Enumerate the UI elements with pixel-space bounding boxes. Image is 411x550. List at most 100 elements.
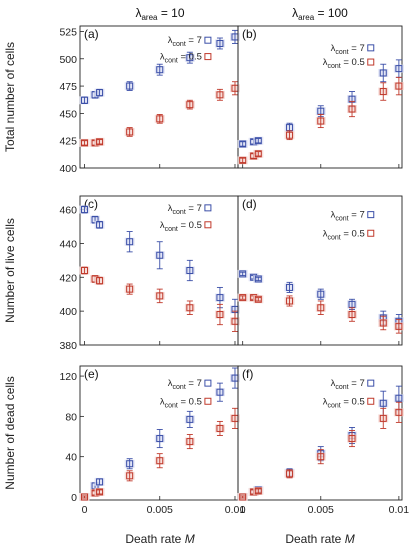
data-point — [315, 300, 326, 315]
y-tick-label: 420 — [59, 272, 77, 284]
marker-square — [156, 115, 164, 123]
marker-square — [96, 488, 104, 496]
panel-frame — [237, 365, 403, 501]
x-tick-label: 0.005 — [308, 504, 334, 516]
legend-marker — [204, 397, 212, 405]
marker-square — [317, 453, 325, 461]
legend-entry: λcont = 7 — [168, 203, 212, 216]
marker-square — [186, 304, 194, 312]
marker-square — [186, 415, 194, 423]
legend-label: λcont = 7 — [168, 203, 202, 216]
data-point — [184, 259, 195, 282]
marker-square — [379, 414, 387, 422]
legend-marker — [204, 36, 212, 44]
panel-e: (e) 0 40 80 120 0 0.005 0.01 Number of dead cell… — [3, 365, 245, 516]
data-point — [79, 492, 90, 501]
marker-square — [395, 65, 403, 73]
legend-label: λcont = 0.5 — [323, 228, 365, 241]
data-point — [253, 295, 264, 304]
marker-square — [239, 140, 247, 148]
marker-square — [379, 69, 387, 77]
marker-square — [186, 438, 194, 446]
data-point — [229, 81, 240, 96]
marker-square — [81, 267, 89, 274]
data-point — [124, 127, 135, 137]
marker-square — [348, 311, 356, 319]
marker-square — [379, 319, 387, 327]
data-point — [378, 63, 389, 83]
legend-marker — [204, 221, 212, 229]
marker-square — [286, 283, 294, 291]
data-point — [154, 241, 165, 270]
column-title-right: λarea = 100 — [292, 6, 348, 22]
y-tick-label: 400 — [59, 306, 77, 318]
marker-square — [96, 221, 104, 229]
data-point — [315, 114, 326, 129]
legend-entry: λcont = 0.5 — [160, 52, 212, 65]
marker-square — [239, 493, 247, 501]
data-point — [315, 288, 326, 300]
legend-marker — [367, 379, 375, 387]
marker-square — [395, 322, 403, 330]
data-point — [229, 310, 240, 332]
marker-square — [96, 277, 104, 285]
legend-marker — [367, 58, 375, 66]
data-point — [214, 303, 225, 326]
marker-square — [156, 435, 164, 443]
marker-square — [81, 206, 89, 214]
panel-label: (a) — [84, 27, 99, 41]
marker-square — [216, 311, 224, 319]
marker-square — [96, 138, 104, 146]
y-tick-label: 80 — [65, 411, 77, 423]
data-point — [253, 274, 264, 283]
legend-entry: λcont = 0.5 — [323, 228, 375, 241]
marker-square — [254, 150, 262, 158]
panel-label: (e) — [84, 367, 99, 381]
data-point — [94, 137, 105, 146]
legend-label: λcont = 7 — [331, 43, 365, 56]
data-point — [253, 486, 264, 495]
marker-square — [254, 137, 262, 145]
data-point — [154, 288, 165, 304]
panel-label: (f) — [242, 367, 253, 381]
marker-square — [254, 295, 262, 303]
marker-square — [286, 131, 294, 139]
legend-entry: λcont = 0.5 — [323, 396, 375, 409]
legend-entry: λcont = 7 — [331, 210, 375, 223]
data-point — [94, 487, 105, 496]
marker-square — [216, 91, 224, 99]
marker-square — [186, 101, 194, 109]
legend-label: λcont = 0.5 — [160, 396, 202, 409]
y-tick-label: 460 — [59, 205, 77, 217]
marker-square — [156, 66, 164, 74]
data-point — [284, 295, 295, 307]
data-point — [284, 130, 295, 141]
marker-square — [186, 54, 194, 62]
data-point — [378, 82, 389, 101]
y-tick-label: 525 — [59, 26, 77, 38]
legend-entry: λcont = 0.5 — [323, 57, 375, 70]
marker-square — [239, 156, 247, 164]
legend-label: λcont = 0.5 — [323, 396, 365, 409]
data-point — [237, 156, 248, 165]
legend-marker — [204, 53, 212, 61]
x-axis-label-left: Death rate M — [125, 532, 194, 546]
marker-square — [254, 487, 262, 495]
marker-square — [156, 251, 164, 259]
marker-square — [317, 304, 325, 312]
data-point — [79, 266, 90, 275]
x-tick-label: 0.01 — [389, 504, 410, 516]
data-point — [184, 434, 195, 450]
data-point — [214, 420, 225, 436]
marker-square — [395, 408, 403, 416]
data-point — [237, 492, 248, 501]
marker-square — [216, 424, 224, 432]
marker-square — [81, 139, 89, 147]
legend-marker — [204, 204, 212, 212]
data-point — [214, 37, 225, 50]
y-tick-label: 120 — [59, 371, 77, 383]
data-point — [393, 319, 404, 334]
column-title-left: λarea = 10 — [135, 6, 184, 22]
data-point — [184, 99, 195, 110]
